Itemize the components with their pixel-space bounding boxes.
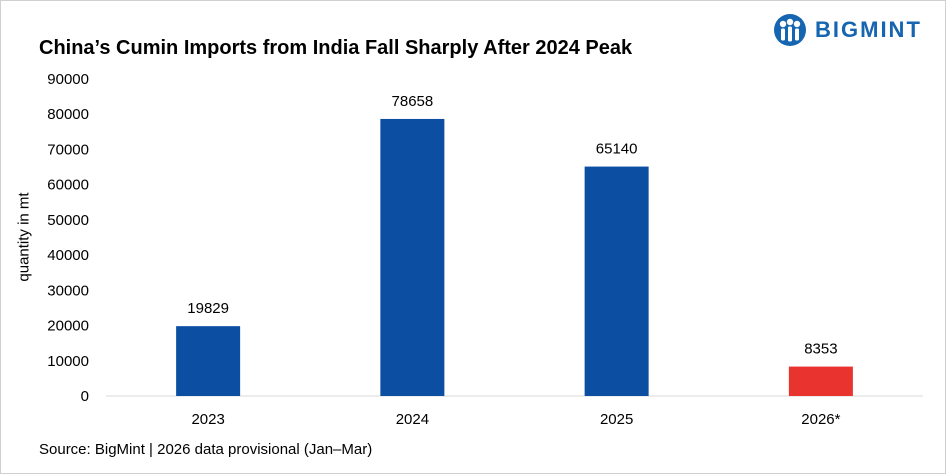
- y-tick-label: 10000: [47, 353, 89, 370]
- bar: [380, 118, 445, 397]
- x-tick-label: 2024: [396, 411, 429, 428]
- brand-logo: BIGMINT: [773, 13, 922, 47]
- brand-name: BIGMINT: [815, 17, 922, 42]
- y-tick-label: 40000: [47, 247, 89, 264]
- source-note: Source: BigMint | 2026 data provisional …: [39, 441, 373, 458]
- bar: [584, 166, 649, 396]
- x-tick-label: 2025: [600, 411, 633, 428]
- y-tick-label: 70000: [47, 141, 89, 158]
- bigmint-logo-icon: [774, 14, 806, 46]
- bar: [176, 326, 241, 396]
- bar: [788, 366, 853, 396]
- bar-chart: 0 10000 20000 30000 40000 50000 60000 70000 8000…: [47, 71, 923, 428]
- y-tick-label: 0: [81, 388, 89, 405]
- y-tick-label: 90000: [47, 71, 89, 88]
- y-tick-label: 20000: [47, 318, 89, 335]
- y-tick-label: 30000: [47, 282, 89, 299]
- y-tick-label: 60000: [47, 177, 89, 194]
- y-tick-label: 50000: [47, 212, 89, 229]
- data-label: 78658: [392, 93, 434, 110]
- data-label: 8353: [804, 341, 837, 358]
- x-tick-label: 2023: [191, 411, 224, 428]
- data-label: 19829: [187, 300, 229, 317]
- data-label: 65140: [596, 141, 638, 158]
- y-tick-label: 80000: [47, 106, 89, 123]
- x-tick-label: 2026*: [801, 411, 840, 428]
- chart-title: China’s Cumin Imports from India Fall Sh…: [39, 37, 633, 59]
